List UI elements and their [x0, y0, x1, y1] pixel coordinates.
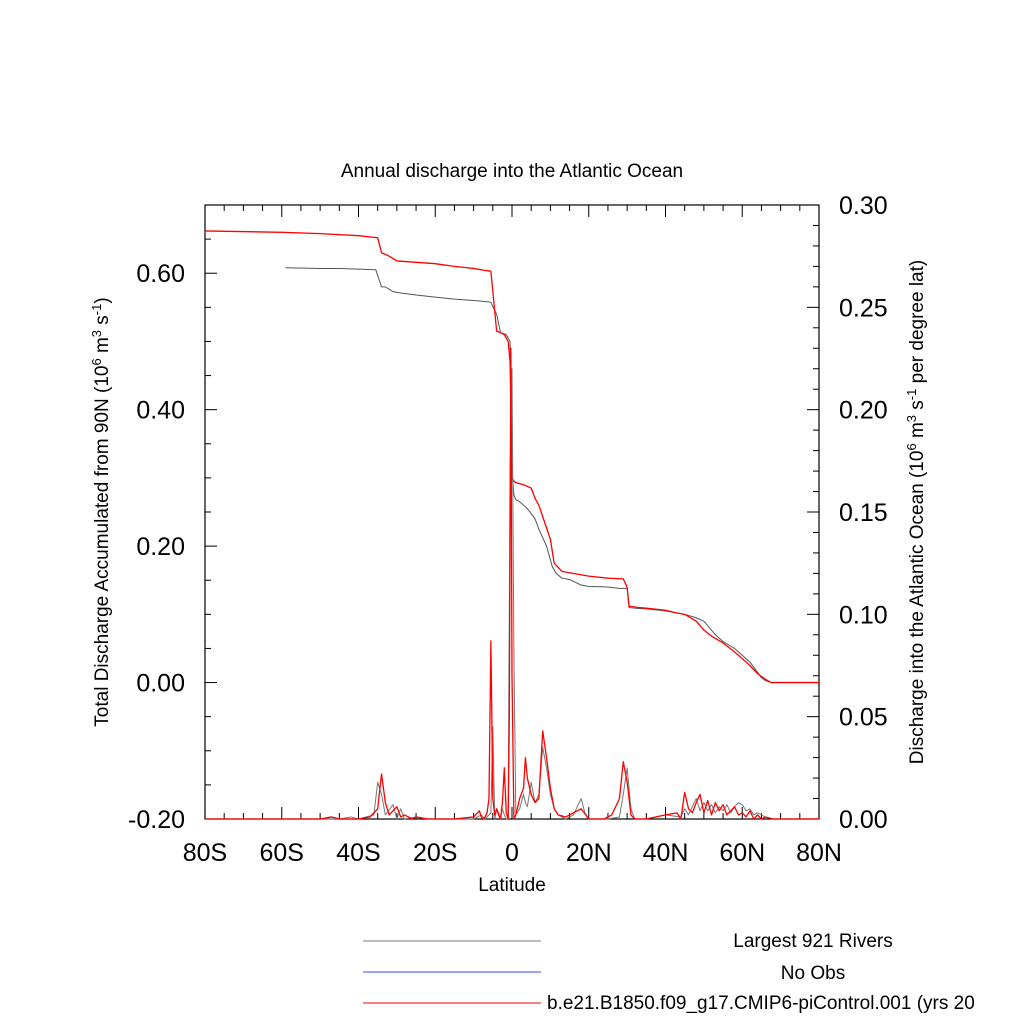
legend-label-rivers: Largest 921 Rivers: [733, 931, 892, 952]
x-tick-label: 60S: [260, 839, 304, 867]
y-axis-label-left: Total Discharge Accumulated from 90N (10…: [89, 297, 113, 726]
y-right-tick-label: 0.30: [839, 192, 888, 220]
y-left-tick-label: 0.60: [136, 260, 185, 288]
series-line-left-1: [204, 230, 819, 684]
x-tick-label: 20N: [566, 839, 612, 867]
y-right-tick-label: 0.10: [839, 601, 888, 629]
x-axis-label: Latitude: [478, 875, 546, 896]
x-tick-label: 80N: [796, 839, 842, 867]
y-axis-label-right: Discharge into the Atlantic Ocean (106 m…: [904, 260, 928, 764]
y-right-tick-label: 0.25: [839, 294, 888, 322]
series-layer: [204, 230, 819, 820]
chart-title: Annual discharge into the Atlantic Ocean: [341, 161, 683, 182]
axis-ticks: 80S 60S 40S 20S 0 20N 40N 60N 80N -0.20 0.00 0.20 0.…: [128, 192, 888, 867]
x-tick-label: 0: [505, 839, 519, 867]
x-tick-label: 60N: [719, 839, 765, 867]
x-tick-label: 40N: [643, 839, 689, 867]
x-tick-label: 80S: [183, 839, 227, 867]
y-right-tick-label: 0.00: [839, 806, 888, 834]
x-tick-label: 20S: [413, 839, 457, 867]
y-left-tick-label: 0.00: [136, 670, 185, 698]
y-left-tick-label: 0.40: [136, 397, 185, 425]
series-line-left-0: [285, 267, 819, 684]
y-right-tick-label: 0.05: [839, 704, 888, 732]
legend-label-no-obs: No Obs: [781, 963, 845, 984]
x-tick-label: 40S: [336, 839, 380, 867]
y-left-tick-label: -0.20: [128, 806, 185, 834]
plot-area: 80S 60S 40S 20S 0 20N 40N 60N 80N -0.20 0.00 0.20 0.…: [128, 192, 888, 867]
series-line-right-3: [205, 347, 819, 820]
y-left-tick-label: 0.20: [136, 533, 185, 561]
legend: Largest 921 Rivers No Obs b.e21.B1850.f0…: [363, 931, 975, 1014]
y-right-tick-label: 0.20: [839, 397, 888, 425]
y-right-tick-label: 0.15: [839, 499, 888, 527]
legend-label-model: b.e21.B1850.f09_g17.CMIP6-piControl.001 …: [547, 993, 975, 1014]
